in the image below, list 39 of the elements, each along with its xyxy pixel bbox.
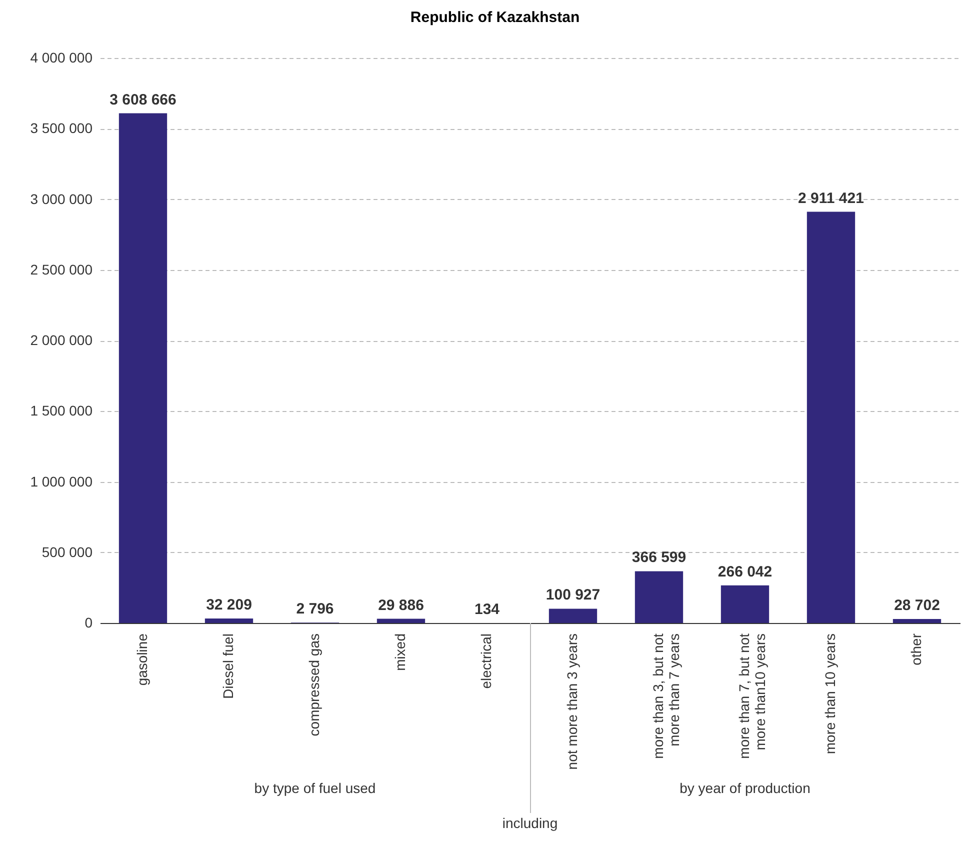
y-tick-label: 1 500 000 (30, 402, 93, 419)
data-label: 134 (474, 600, 500, 618)
bar (548, 608, 598, 623)
x-tick-label: electrical (478, 634, 494, 689)
y-tick-label: 2 000 000 (30, 332, 93, 348)
data-label: 266 042 (718, 563, 772, 580)
x-tick-label: gasoline (134, 633, 150, 686)
bar (720, 585, 770, 623)
bar (204, 618, 254, 623)
y-tick-label: 3 500 000 (30, 120, 93, 136)
x-tick-label: other (908, 633, 924, 666)
text: including (502, 815, 558, 831)
y-tick-label: 500 000 (42, 544, 93, 560)
text: by year of production (680, 780, 810, 796)
text: by type of fuel used (254, 780, 376, 796)
bar (892, 618, 942, 623)
bar (634, 571, 684, 623)
data-label: 2 796 (296, 600, 334, 618)
y-tick-label: 3 000 000 (30, 190, 93, 207)
data-label: 2 911 421 (798, 190, 864, 207)
bar (806, 212, 856, 623)
data-label: 100 927 (546, 586, 600, 604)
bar (376, 618, 426, 623)
y-tick-label: 4 000 000 (30, 50, 93, 66)
y-tick-label: 1 000 000 (30, 473, 93, 490)
x-tick-label: mixed (392, 634, 408, 671)
data-label: 28 702 (894, 596, 940, 614)
data-label: 3 608 666 (110, 91, 176, 108)
x-tick-label: compressed gas (306, 634, 322, 736)
x-tick-label: not more than 3 years (564, 634, 580, 770)
chart-title: Republic of Kazakhstan (410, 9, 580, 26)
data-label: 366 599 (632, 549, 686, 566)
x-tick-label: Diesel fuel (220, 634, 236, 699)
bar (118, 113, 168, 623)
x-tick-label: more than 10 years (822, 634, 838, 754)
y-tick-label: 2 500 000 (30, 261, 93, 278)
data-label: 32 209 (206, 596, 252, 614)
data-label: 29 886 (378, 596, 424, 614)
y-tick-label: 0 (84, 614, 93, 630)
